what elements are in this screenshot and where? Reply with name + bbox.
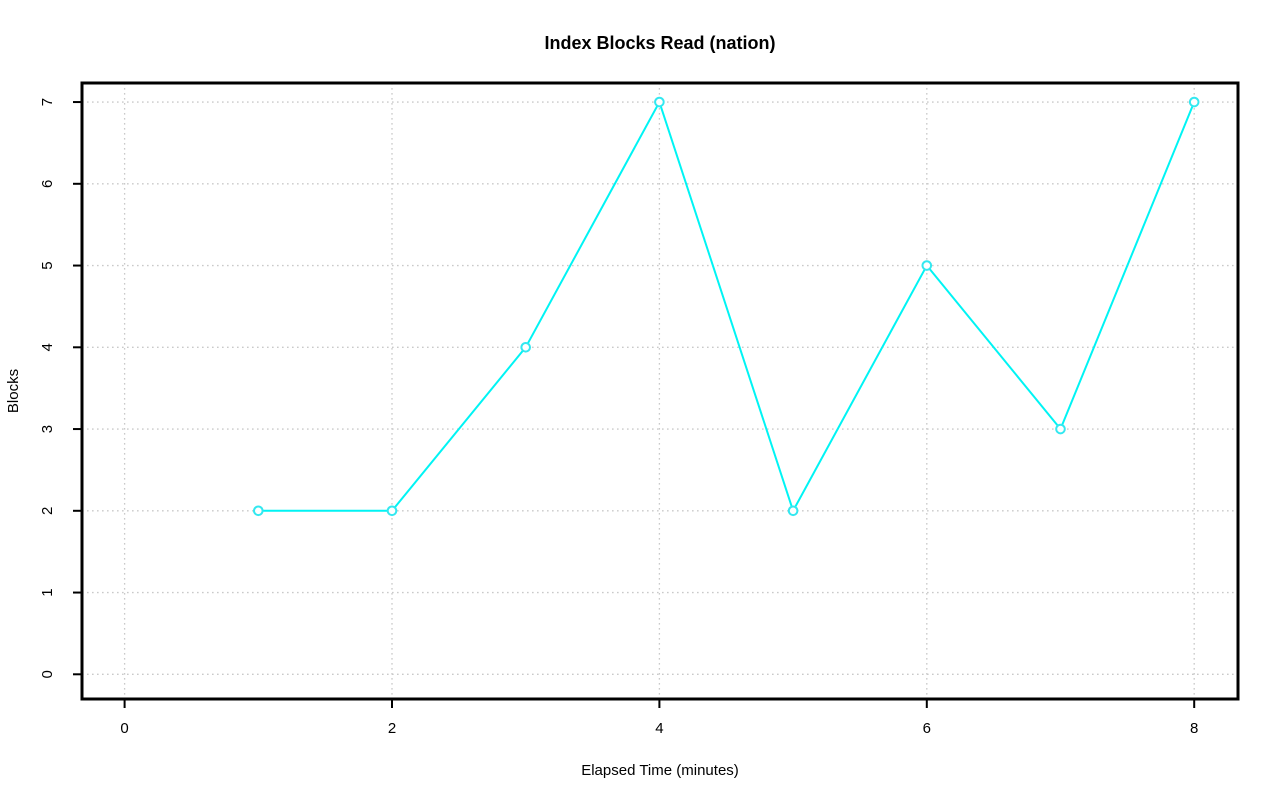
y-tick-label: 5	[39, 261, 56, 269]
data-point	[654, 96, 665, 108]
y-tick-label: 7	[39, 98, 56, 106]
x-axis-label: Elapsed Time (minutes)	[581, 762, 739, 779]
data-point	[787, 505, 799, 517]
y-tick-label: 2	[39, 507, 56, 515]
y-tick-label: 3	[39, 425, 56, 433]
y-tick-label: 6	[39, 180, 56, 188]
x-tick-label: 8	[1190, 720, 1198, 737]
y-tick-label: 4	[39, 343, 56, 351]
data-point	[1188, 96, 1200, 108]
y-tick-label: 0	[39, 670, 56, 678]
x-tick-label: 4	[655, 720, 663, 737]
data-point	[1055, 423, 1066, 435]
chart-title: Index Blocks Read (nation)	[544, 33, 776, 53]
data-point	[252, 505, 264, 517]
data-point	[921, 260, 933, 271]
data-point	[520, 342, 532, 353]
y-axis-label: Blocks	[5, 368, 22, 414]
data-point	[386, 505, 398, 517]
x-tick-label: 0	[120, 720, 128, 737]
x-tick-label: 2	[388, 720, 396, 737]
y-tick-label: 1	[39, 588, 56, 596]
x-tick-label: 6	[923, 720, 931, 737]
data-line	[257, 101, 1196, 512]
plot-border	[80, 81, 1240, 701]
